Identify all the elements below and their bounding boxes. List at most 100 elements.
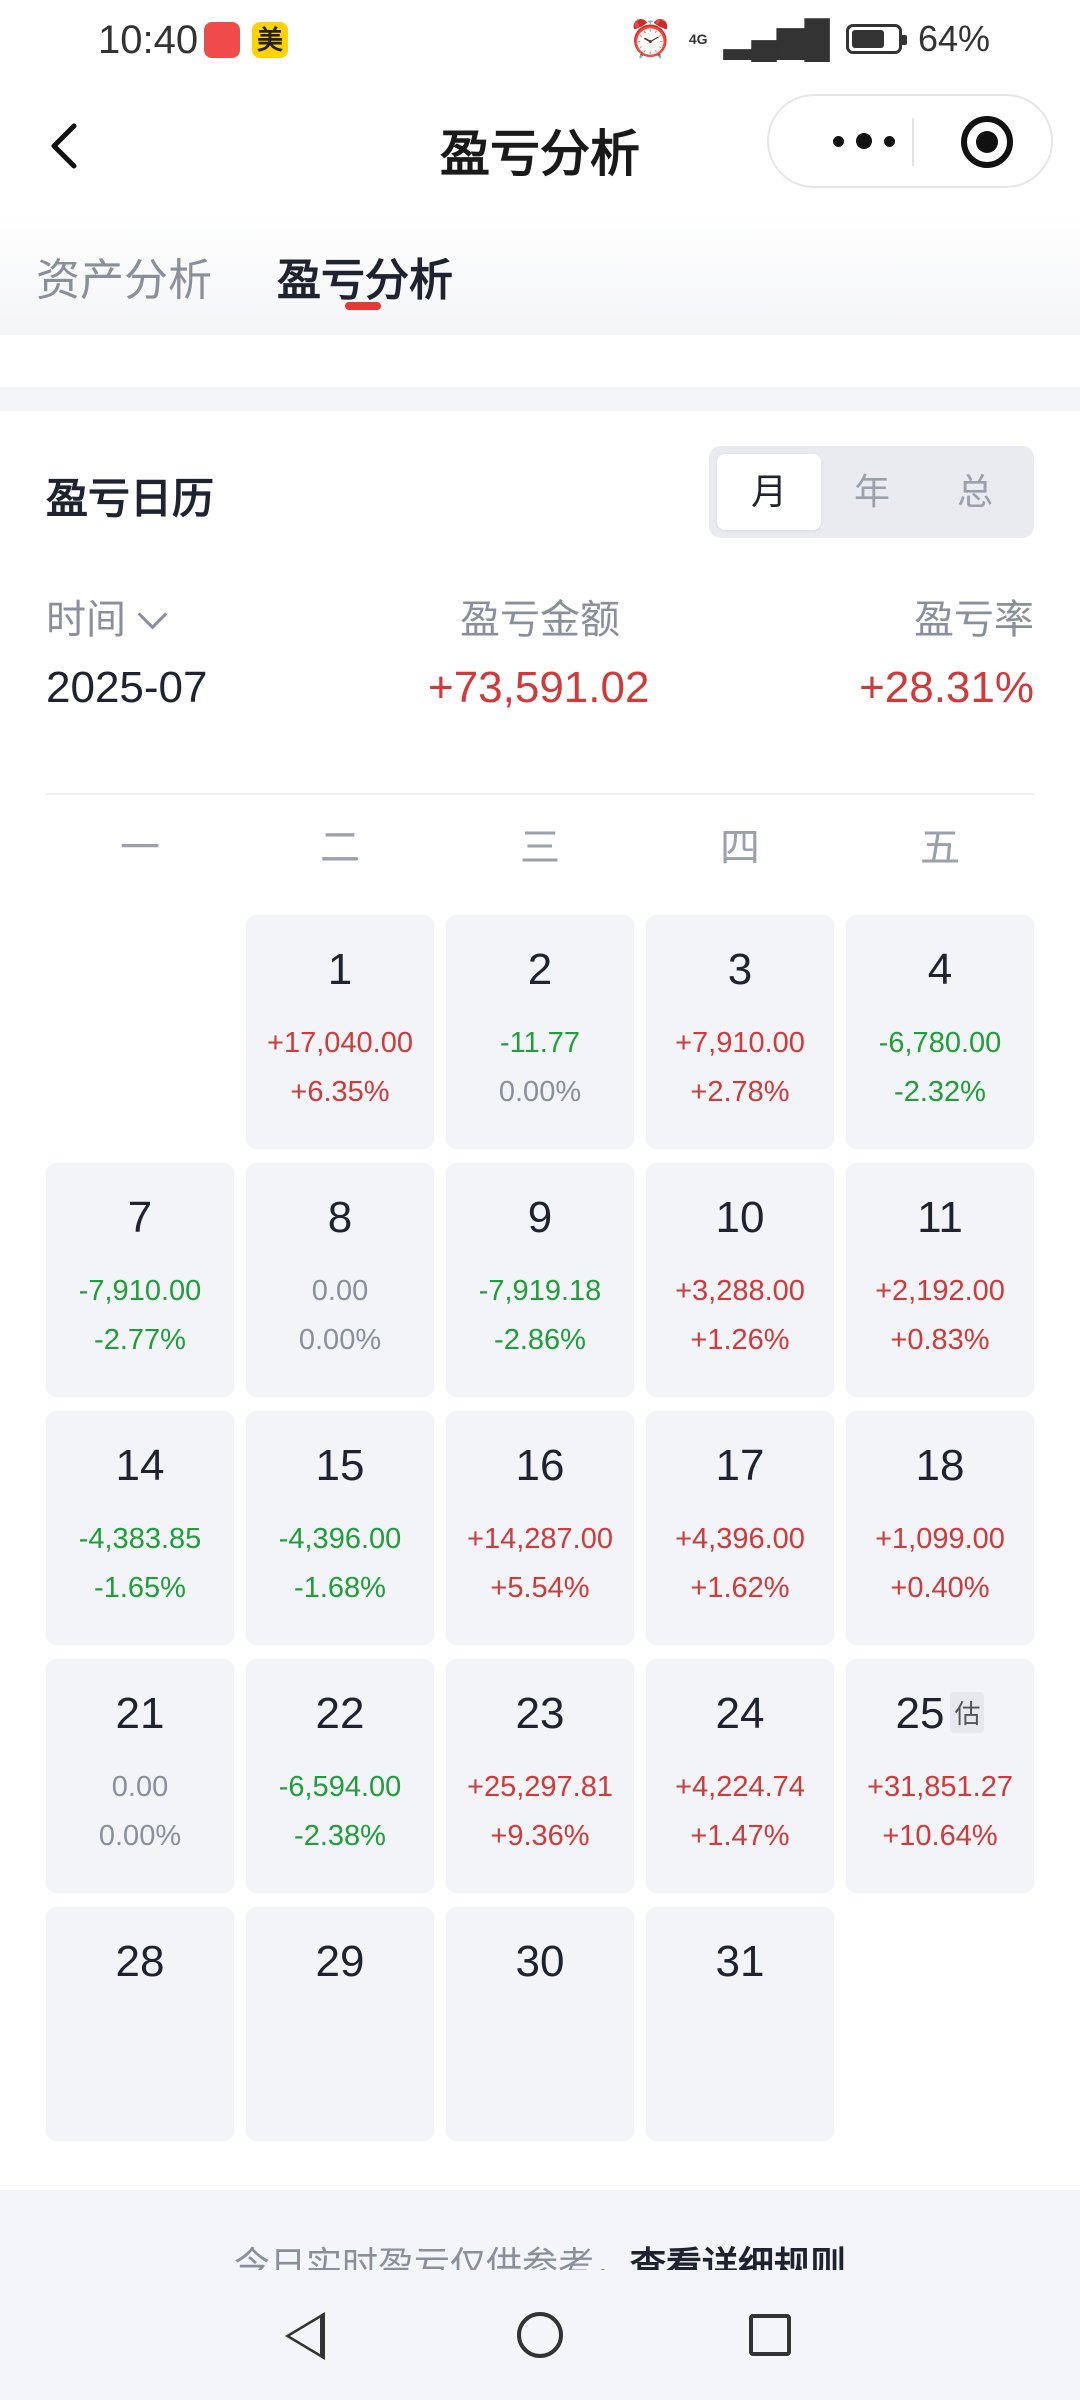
calendar-day-cell[interactable]: 9 -7,919.18 -2.86%	[446, 1163, 634, 1397]
day-number: 30	[446, 1937, 634, 1987]
calendar-day-cell[interactable]: 31	[646, 1907, 834, 2141]
rules-link[interactable]: 查看详细规则	[630, 2244, 847, 2270]
day-number: 3	[646, 945, 834, 995]
day-number-text: 16	[515, 1441, 565, 1490]
total-amount: +73,591.02	[428, 663, 650, 712]
day-rate: -2.32%	[894, 1076, 986, 1108]
calendar-day-cell[interactable]: 2 -11.77 0.00%	[446, 915, 634, 1149]
day-number-text: 9	[527, 1193, 553, 1242]
day-number-text: 21	[115, 1689, 165, 1738]
calendar-day-cell[interactable]: 8 0.00 0.00%	[246, 1163, 434, 1397]
section-gap	[0, 387, 1080, 411]
day-amount: 0.00	[311, 1275, 369, 1307]
weekday-label: 五	[920, 826, 960, 870]
day-rate: +0.83%	[890, 1324, 990, 1356]
calendar-day-cell[interactable]: 4 -6,780.00 -2.32%	[846, 915, 1034, 1149]
day-rate: -2.38%	[294, 1820, 386, 1852]
day-amount: +7,910.00	[675, 1027, 805, 1059]
back-arrow-icon[interactable]	[38, 116, 98, 176]
calendar-day-cell[interactable]: 25 估 +31,851.27 +10.64%	[846, 1659, 1034, 1893]
day-number-text: 1	[327, 945, 353, 994]
day-number-text: 29	[315, 1937, 365, 1986]
day-rate: +10.64%	[882, 1820, 998, 1852]
calendar-title: 盈亏日历	[46, 475, 215, 522]
day-number: 2	[446, 945, 634, 995]
segment-month[interactable]: 月	[717, 454, 821, 530]
calendar-day-cell[interactable]: 14 -4,383.85 -1.65%	[46, 1411, 234, 1645]
day-number-text: 3	[727, 945, 753, 994]
meituan-app-icon: 美	[252, 22, 288, 58]
day-number-text: 31	[715, 1937, 765, 1986]
day-number: 17	[646, 1441, 834, 1491]
segment-total[interactable]: 总	[956, 471, 993, 512]
calendar-day-cell[interactable]: 28	[46, 1907, 234, 2141]
day-amount: -4,383.85	[78, 1523, 202, 1555]
day-number: 16	[446, 1441, 634, 1491]
content-strip	[0, 335, 1080, 387]
nav-bar: 盈亏分析	[0, 80, 1080, 210]
day-number: 11	[846, 1193, 1034, 1243]
weekday-label: 一	[120, 826, 160, 870]
day-number-text: 2	[527, 945, 553, 994]
weekday-label: 四	[720, 826, 760, 870]
day-amount: 0.00	[111, 1771, 169, 1803]
day-number: 14	[46, 1441, 234, 1491]
rate-label: 盈亏率	[914, 598, 1034, 642]
day-amount: -6,594.00	[278, 1771, 402, 1803]
day-number: 10	[646, 1193, 834, 1243]
calendar-day-cell[interactable]: 18 +1,099.00 +0.40%	[846, 1411, 1034, 1645]
day-rate: 0.00%	[498, 1076, 582, 1108]
day-rate: -2.77%	[94, 1324, 186, 1356]
calendar-day-cell[interactable]: 7 -7,910.00 -2.77%	[46, 1163, 234, 1397]
day-number: 29	[246, 1937, 434, 1987]
tab-asset-analysis[interactable]: 资产分析	[36, 256, 212, 305]
tab-pnl-analysis[interactable]: 盈亏分析	[277, 256, 453, 305]
day-number: 24	[646, 1689, 834, 1739]
day-number: 21	[46, 1689, 234, 1739]
calendar-day-cell[interactable]: 15 -4,396.00 -1.68%	[246, 1411, 434, 1645]
calendar-day-cell[interactable]: 17 +4,396.00 +1.62%	[646, 1411, 834, 1645]
calendar-day-cell[interactable]: 16 +14,287.00 +5.54%	[446, 1411, 634, 1645]
calendar-day-cell[interactable]: 21 0.00 0.00%	[46, 1659, 234, 1893]
close-miniprogram-icon[interactable]	[961, 116, 1013, 168]
segment-year[interactable]: 年	[853, 471, 890, 512]
day-number: 28	[46, 1937, 234, 1987]
time-selector[interactable]: 时间	[46, 587, 168, 645]
calendar-day-cell[interactable]: 24 +4,224.74 +1.47%	[646, 1659, 834, 1893]
network-label: 4G	[688, 31, 708, 47]
calendar-day-cell[interactable]: 11 +2,192.00 +0.83%	[846, 1163, 1034, 1397]
day-number-text: 22	[315, 1689, 365, 1738]
day-number-text: 15	[315, 1441, 365, 1490]
day-number-text: 7	[127, 1193, 153, 1242]
status-time: 10:40	[98, 18, 199, 62]
calendar-day-cell[interactable]: 1 +17,040.00 +6.35%	[246, 915, 434, 1149]
recents-square-icon[interactable]	[749, 2314, 791, 2356]
system-navigation-bar	[0, 2270, 1080, 2400]
day-number: 22	[246, 1689, 434, 1739]
calendar-day-cell[interactable]: 10 +3,288.00 +1.26%	[646, 1163, 834, 1397]
calendar-day-cell[interactable]: 22 -6,594.00 -2.38%	[246, 1659, 434, 1893]
day-rate: +0.40%	[890, 1572, 990, 1604]
more-button[interactable]	[809, 96, 919, 186]
day-number-text: 28	[115, 1937, 165, 1986]
calendar-day-cell[interactable]: 23 +25,297.81 +9.36%	[446, 1659, 634, 1893]
calendar-day-cell[interactable]: 3 +7,910.00 +2.78%	[646, 915, 834, 1149]
day-number-text: 14	[115, 1441, 165, 1490]
day-number-text: 18	[915, 1441, 965, 1490]
home-circle-icon[interactable]	[517, 2312, 563, 2358]
alarm-icon: ⏰	[628, 18, 673, 59]
calendar-day-cell[interactable]: 29	[246, 1907, 434, 2141]
back-triangle-icon[interactable]	[285, 2312, 325, 2360]
day-number: 31	[646, 1937, 834, 1987]
day-rate: +6.35%	[290, 1076, 390, 1108]
day-rate: 0.00%	[98, 1820, 182, 1852]
estimate-badge: 估	[950, 1691, 985, 1733]
day-number-text: 17	[715, 1441, 765, 1490]
notification-app-icon	[204, 22, 240, 58]
day-amount: +17,040.00	[267, 1027, 413, 1059]
status-bar: 10:40 美 ⏰ 4G ▂▄▆█ 64%	[0, 0, 1080, 80]
pnl-calendar-card: 盈亏日历 月 年 总 时间 盈亏金额 盈亏率 2025-07 +73,591.0…	[0, 411, 1080, 2191]
status-right: ⏰ 4G ▂▄▆█ 64%	[628, 18, 990, 60]
day-number: 18	[846, 1441, 1034, 1491]
calendar-day-cell[interactable]: 30	[446, 1907, 634, 2141]
